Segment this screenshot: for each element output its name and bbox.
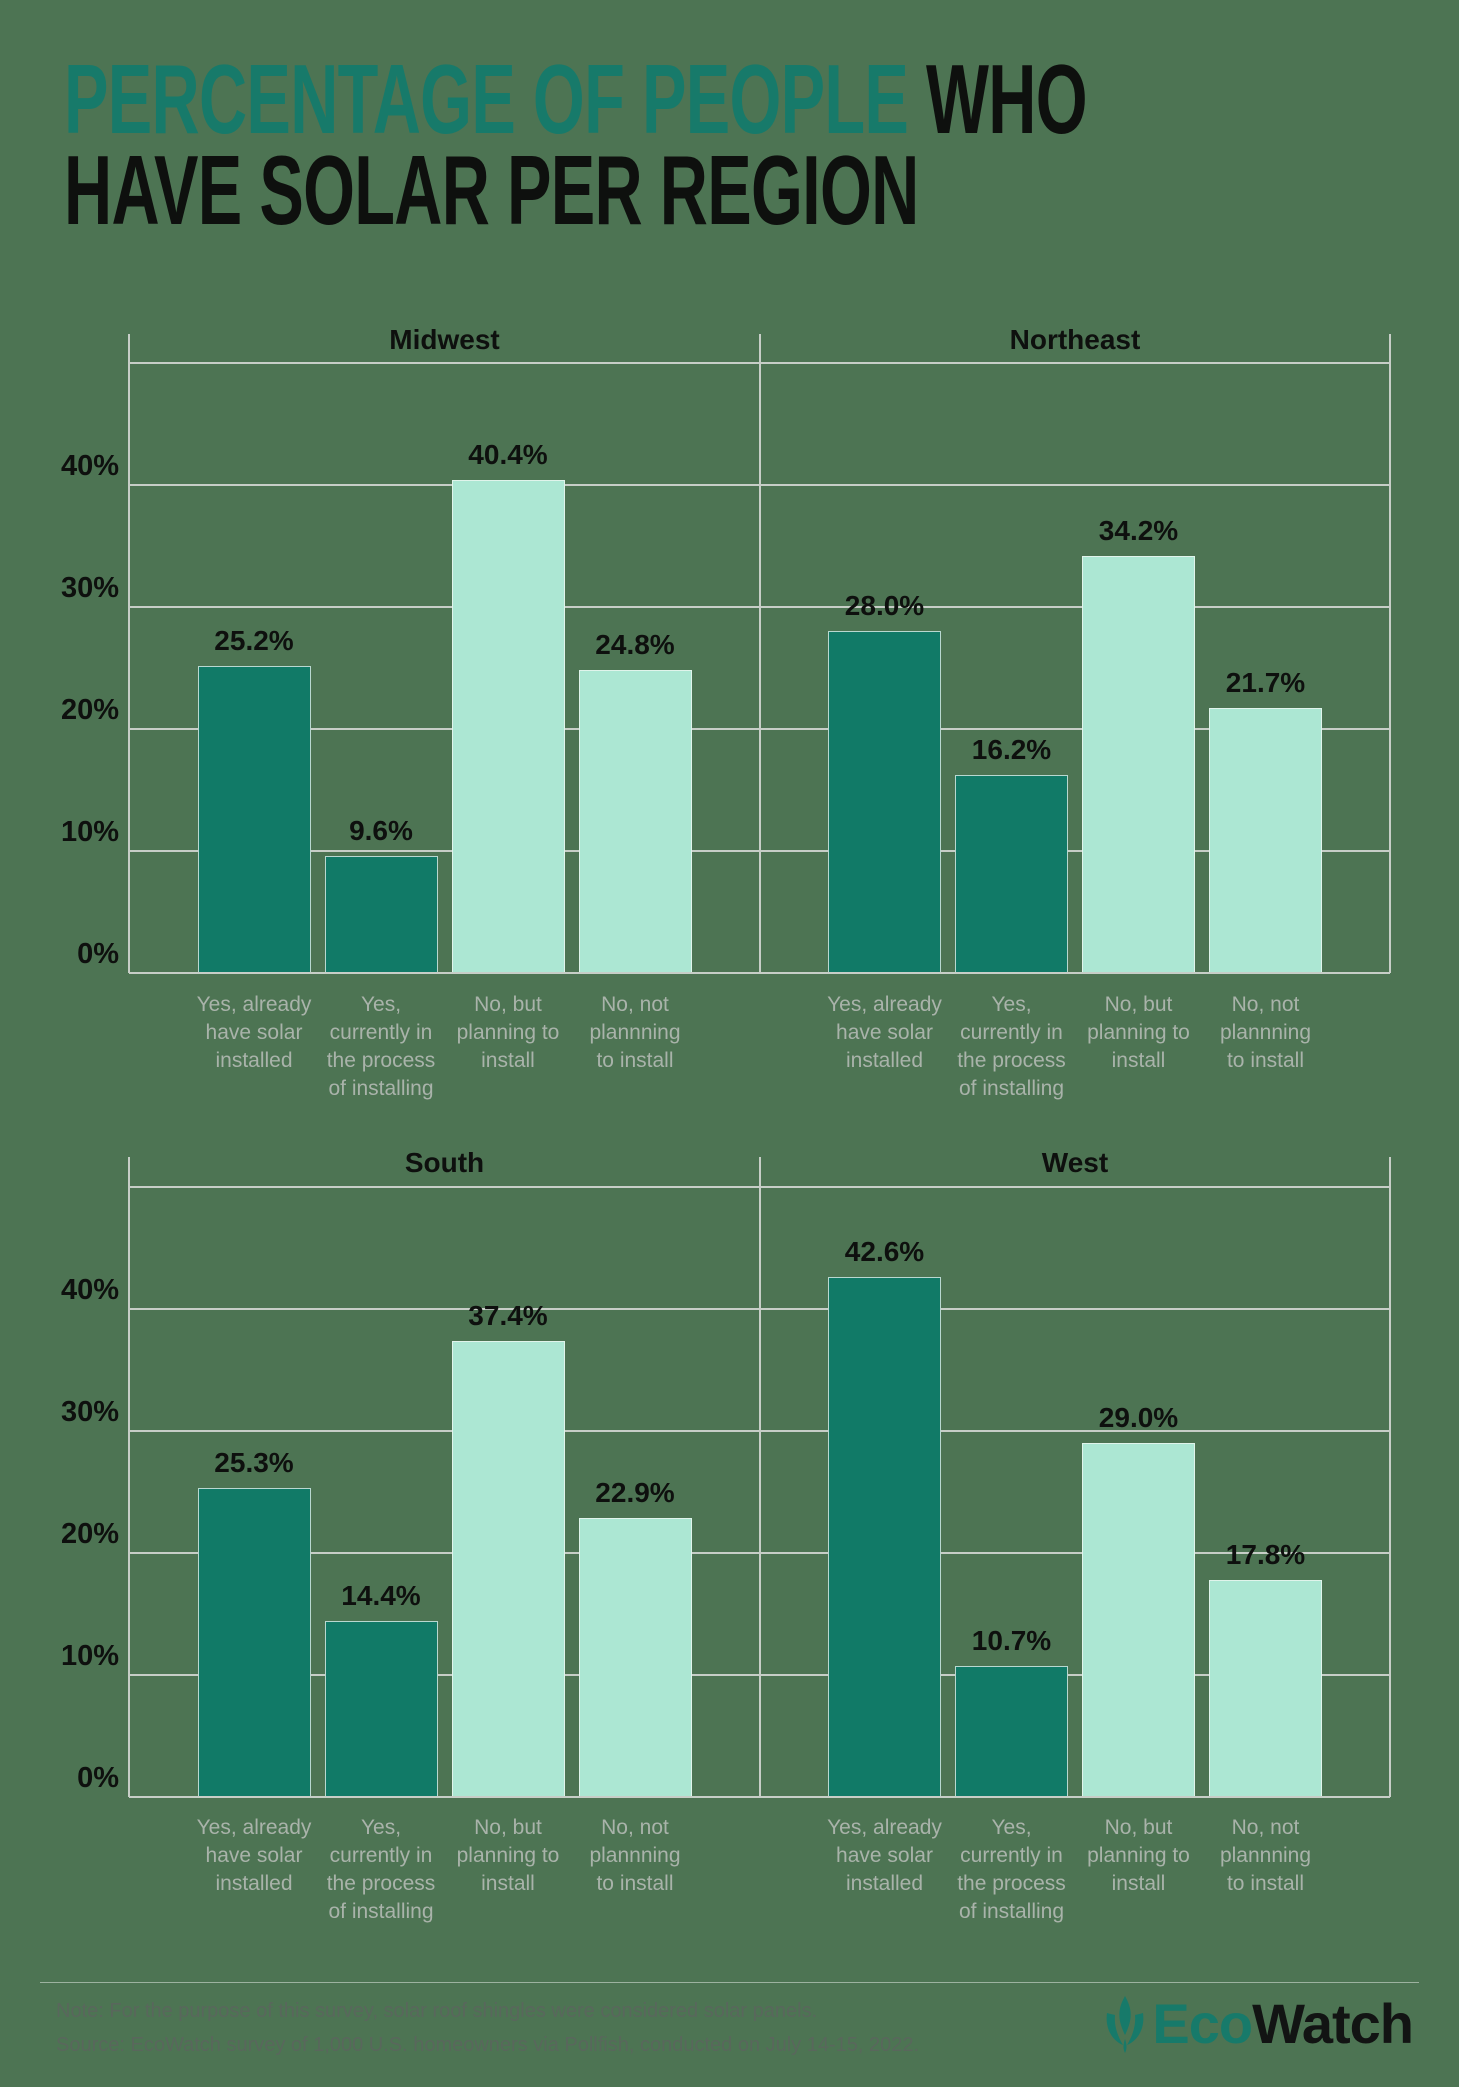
y-axis-line — [128, 1157, 130, 1797]
category-label: Yes, currently in the process of installing — [957, 993, 1066, 1100]
category-label: Yes, already have solar installed — [827, 993, 942, 1072]
y-axis-label: 20% — [60, 694, 119, 726]
x-axis-baseline — [129, 1796, 1390, 1798]
y-axis-label: 10% — [60, 816, 119, 848]
bar-northeast-4 — [1209, 708, 1322, 973]
bar-value-label: 40.4% — [468, 439, 548, 470]
logo-eco-text: Eco — [1152, 1992, 1253, 2055]
bar-value-label: 21.7% — [1225, 667, 1306, 698]
bar-value-label: 42.6% — [844, 1236, 925, 1267]
bar-value-label: 28.0% — [844, 590, 925, 621]
title-accent-text: PERCENTAGE OF PEOPLE — [64, 44, 909, 154]
category-label: No, but planning to install — [456, 1816, 560, 1895]
category-label: Yes, already have solar installed — [196, 1816, 312, 1895]
chart-frame-right — [1389, 1157, 1391, 1797]
bar-value-label: 24.8% — [595, 629, 675, 660]
bar-value-label: 34.2% — [1098, 515, 1179, 546]
panel-divider-line — [759, 334, 761, 973]
chart-frame-right — [1389, 334, 1391, 973]
bar-value-label: 16.2% — [971, 734, 1052, 765]
y-axis-label: 40% — [60, 1274, 119, 1306]
footer-note-line: Note: For the purpose of this survey, so… — [56, 2000, 818, 2022]
bar-west-3 — [1082, 1443, 1195, 1797]
title-line-2: HAVE SOLAR PER REGION — [64, 135, 919, 245]
region-title-northeast: Northeast — [1009, 324, 1141, 355]
ecowatch-logo: EcoWatch — [1102, 1992, 1414, 2055]
x-axis-baseline — [129, 972, 1390, 974]
logo-watch-text: Watch — [1252, 1992, 1414, 2055]
bar-value-label: 10.7% — [971, 1625, 1052, 1656]
bar-value-label: 37.4% — [468, 1300, 548, 1331]
bar-northeast-1 — [828, 631, 941, 973]
bar-value-label: 29.0% — [1098, 1402, 1179, 1433]
bar-value-label: 25.2% — [214, 625, 294, 656]
y-axis-label: 0% — [77, 1762, 119, 1794]
bar-value-label: 17.8% — [1225, 1539, 1306, 1570]
category-label: No, not plannning to install — [1219, 993, 1312, 1072]
y-axis-label: 0% — [77, 938, 119, 970]
bar-value-label: 22.9% — [595, 1477, 675, 1508]
y-axis-label: 30% — [60, 1396, 119, 1428]
bar-south-3 — [451, 1341, 565, 1797]
page-title: PERCENTAGE OF PEOPLE WHO HAVE SOLAR PER … — [64, 50, 1459, 245]
footer-divider — [40, 1982, 1419, 1983]
category-label: No, but planning to install — [456, 993, 560, 1072]
region-title-south: South — [404, 1147, 485, 1178]
footer-source-line: Source: EcoWatch survey of 1,000 U.S. ho… — [56, 2034, 920, 2056]
bar-value-label: 9.6% — [349, 815, 413, 846]
bar-south-4 — [578, 1518, 692, 1797]
bar-west-2 — [955, 1666, 1068, 1797]
bar-midwest-1 — [197, 666, 311, 973]
footer-notes: Note: For the purpose of this survey, so… — [56, 1994, 919, 2062]
y-axis-label: 30% — [60, 572, 119, 604]
y-axis-label: 10% — [60, 1640, 119, 1672]
y-axis-label: 40% — [60, 450, 119, 482]
category-label: Yes, currently in the process of installing — [957, 1816, 1066, 1923]
region-title-west: West — [1041, 1147, 1109, 1178]
bar-midwest-2 — [324, 856, 438, 973]
bar-west-1 — [828, 1277, 941, 1797]
category-label: No, but planning to install — [1087, 1816, 1190, 1895]
category-label: Yes, already have solar installed — [827, 1816, 942, 1895]
title-rest-text: WHO — [908, 44, 1088, 154]
category-label: No, but planning to install — [1087, 993, 1190, 1072]
bar-northeast-3 — [1082, 556, 1195, 973]
panel-divider-line — [759, 1157, 761, 1797]
y-axis-label: 20% — [60, 1518, 119, 1550]
category-label: Yes, currently in the process of installing — [326, 993, 436, 1100]
y-axis-line — [128, 334, 130, 973]
category-label: Yes, already have solar installed — [196, 993, 312, 1072]
bar-midwest-3 — [451, 480, 565, 973]
region-title-midwest: Midwest — [389, 324, 500, 355]
category-label: No, not plannning to install — [1219, 1816, 1312, 1895]
bar-midwest-4 — [578, 670, 692, 973]
category-label: No, not plannning to install — [589, 1816, 681, 1895]
bar-west-4 — [1209, 1580, 1322, 1797]
category-label: Yes, currently in the process of installing — [326, 1816, 436, 1923]
category-label: No, not plannning to install — [589, 993, 681, 1072]
bar-south-2 — [324, 1621, 438, 1797]
bar-northeast-2 — [955, 775, 1068, 973]
logo-wordmark: EcoWatch — [1152, 1992, 1414, 2055]
leaf-icon — [1106, 1996, 1144, 2053]
title-line-1: PERCENTAGE OF PEOPLE WHO — [64, 50, 1088, 148]
bar-value-label: 25.3% — [214, 1447, 294, 1478]
bar-south-1 — [197, 1488, 311, 1797]
bar-value-label: 14.4% — [341, 1580, 421, 1611]
